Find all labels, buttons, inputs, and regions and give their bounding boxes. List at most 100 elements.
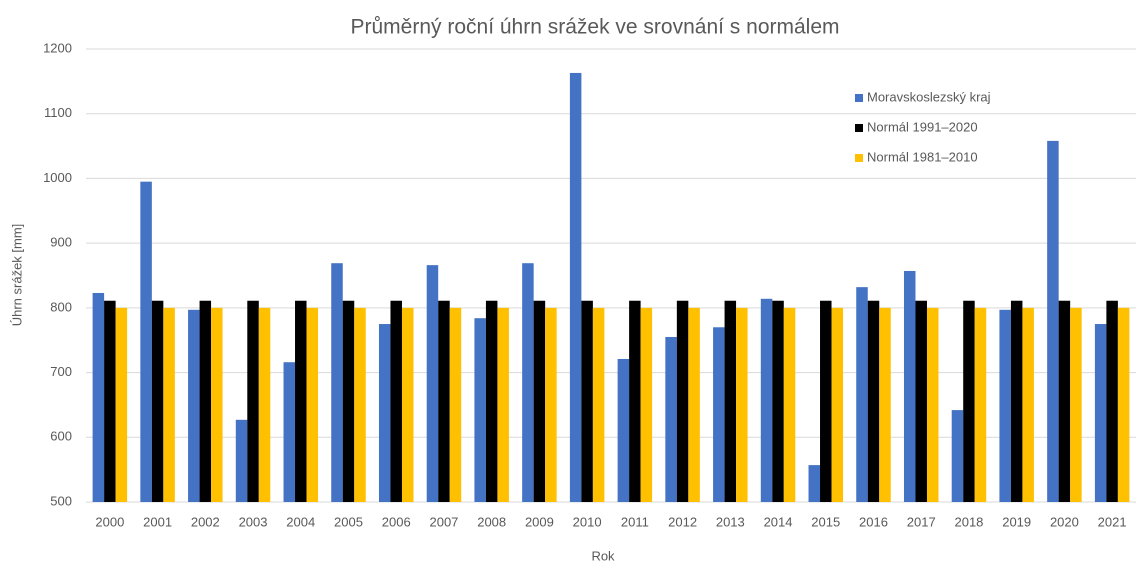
- bar: [1094, 324, 1107, 502]
- bar: [713, 327, 725, 502]
- x-tick-label: 2014: [764, 514, 793, 529]
- x-tick-label: 2004: [286, 514, 315, 529]
- y-tick-label: 1100: [44, 105, 72, 120]
- bar: [820, 300, 832, 502]
- bar: [963, 300, 975, 502]
- bar: [497, 307, 509, 502]
- bar: [808, 465, 821, 502]
- bar: [772, 300, 784, 502]
- x-tick-label: 2001: [143, 514, 172, 529]
- bar: [1010, 300, 1023, 502]
- bar: [1117, 307, 1130, 502]
- x-tick-label: 2017: [907, 514, 936, 529]
- bar: [283, 362, 296, 502]
- y-axis-label: Úhrn srážek [mm]: [9, 224, 24, 327]
- x-tick-label: 2018: [954, 514, 983, 529]
- bar: [915, 300, 927, 502]
- x-tick-label: 2010: [573, 514, 602, 529]
- bar: [640, 307, 653, 502]
- bar: [485, 300, 498, 502]
- bar: [545, 307, 557, 502]
- bar: [449, 307, 462, 502]
- bar: [1058, 300, 1071, 502]
- bar: [724, 300, 737, 502]
- x-tick-label: 2006: [382, 514, 411, 529]
- legend-swatch: [855, 124, 863, 132]
- x-tick-label: 2005: [334, 514, 363, 529]
- legend-swatch: [855, 94, 863, 102]
- bar: [426, 265, 439, 502]
- bar: [688, 307, 700, 502]
- bar: [665, 336, 677, 502]
- bar: [151, 300, 164, 502]
- bar: [831, 307, 844, 502]
- bar: [1070, 307, 1082, 502]
- x-tick-label: 2020: [1050, 514, 1079, 529]
- bar: [188, 309, 200, 502]
- bar: [331, 263, 343, 502]
- legend-label: Normál 1991–2020: [867, 119, 978, 134]
- x-axis-label: Rok: [591, 548, 615, 563]
- bar: [401, 307, 414, 502]
- legend-label: Moravskoslezský kraj: [867, 89, 991, 104]
- bar: [581, 300, 593, 502]
- x-tick-label: 2016: [859, 514, 888, 529]
- bar: [903, 270, 916, 502]
- bar: [115, 307, 128, 502]
- bar: [592, 307, 605, 502]
- bar: [974, 307, 987, 502]
- bar: [879, 307, 891, 502]
- bar: [211, 307, 223, 502]
- legend-label: Normál 1981–2010: [867, 149, 978, 164]
- y-tick-label: 500: [50, 493, 72, 508]
- bar: [1047, 140, 1059, 502]
- x-tick-label: 2019: [1002, 514, 1031, 529]
- x-tick-label: 2000: [95, 514, 124, 529]
- bar: [140, 181, 152, 502]
- bar: [856, 287, 868, 502]
- bar: [760, 298, 773, 502]
- bar: [438, 300, 450, 502]
- y-tick-label: 900: [50, 235, 72, 250]
- y-tick-label: 1200: [43, 40, 72, 55]
- bar: [867, 300, 880, 502]
- bar: [342, 300, 355, 502]
- legend-swatch: [855, 154, 863, 162]
- bar: [999, 309, 1011, 502]
- bar: [1106, 300, 1118, 502]
- x-tick-label: 2015: [811, 514, 840, 529]
- x-tick-label: 2008: [477, 514, 506, 529]
- bar: [783, 307, 796, 502]
- x-tick-label: 2011: [621, 514, 649, 529]
- bar: [676, 300, 689, 502]
- bar: [1022, 307, 1034, 502]
- x-tick-label: 2013: [716, 514, 745, 529]
- y-tick-label: 1000: [43, 170, 72, 185]
- bar: [617, 358, 630, 502]
- bar: [354, 307, 366, 502]
- bar: [569, 72, 582, 503]
- bar: [295, 300, 307, 502]
- bar: [736, 307, 748, 502]
- y-tick-label: 600: [50, 429, 72, 444]
- bar: [390, 300, 402, 502]
- x-tick-label: 2002: [191, 514, 220, 529]
- x-tick-label: 2009: [525, 514, 554, 529]
- x-tick-label: 2007: [429, 514, 458, 529]
- bar: [629, 300, 641, 502]
- bar: [258, 307, 271, 502]
- x-tick-label: 2021: [1098, 514, 1127, 529]
- bar: [474, 318, 486, 502]
- bar: [104, 300, 116, 502]
- bar: [926, 307, 939, 502]
- bar: [247, 300, 259, 502]
- bar: [235, 419, 248, 502]
- y-tick-label: 800: [50, 299, 72, 314]
- bar: [522, 263, 534, 502]
- bar: [951, 410, 964, 502]
- x-tick-label: 2003: [239, 514, 268, 529]
- bar: [92, 292, 105, 502]
- x-tick-label: 2012: [668, 514, 697, 529]
- bar: [163, 307, 175, 502]
